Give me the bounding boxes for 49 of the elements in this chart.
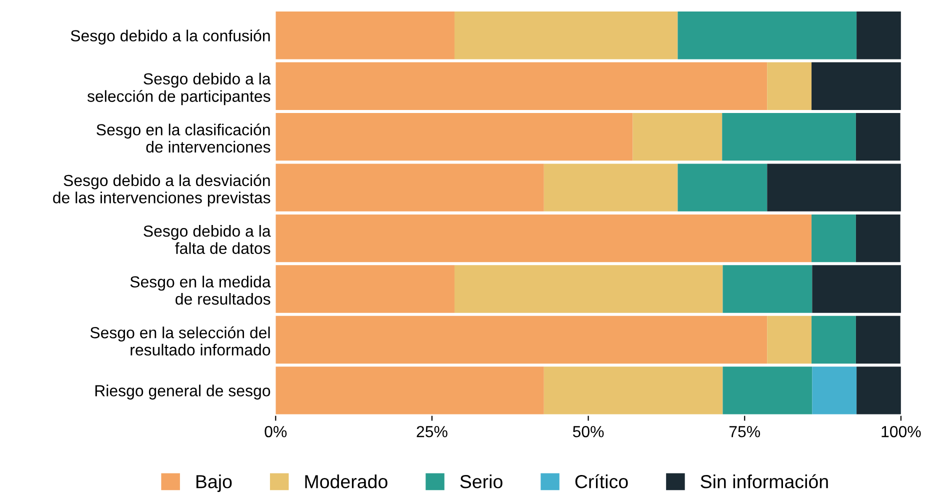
- bar: [767, 316, 812, 364]
- bar: [678, 164, 768, 212]
- legend-label: Serio: [460, 474, 502, 488]
- bar: [276, 214, 812, 262]
- bar: [722, 366, 812, 414]
- bar: [276, 316, 768, 364]
- bar: [276, 62, 768, 110]
- bar: [276, 112, 633, 161]
- bar: [856, 214, 900, 262]
- legend-label: Moderado: [305, 474, 388, 488]
- bar: [767, 164, 901, 212]
- bar: [812, 316, 856, 364]
- bar: [812, 214, 856, 262]
- bar: [856, 12, 901, 60]
- bar: [722, 265, 812, 313]
- bar: [544, 366, 723, 414]
- legend-label: Crítico: [575, 474, 628, 488]
- bar: [632, 112, 722, 161]
- y-tick-label: Sesgo debido a la desviación de las intervenciones previstas: [53, 174, 270, 207]
- y-tick-label: Sesgo debido a la selección de participantes: [87, 72, 271, 106]
- x-tick-label: 25%: [416, 426, 448, 438]
- bar: [276, 164, 544, 212]
- bar: [276, 265, 454, 313]
- bar: [812, 366, 857, 414]
- bar: [276, 12, 454, 60]
- bar: [856, 366, 901, 414]
- y-tick-label: Sesgo en la medida de resultados: [130, 276, 271, 305]
- y-tick-label: Sesgo debido a la falta de datos: [144, 225, 271, 254]
- bar: [812, 265, 901, 313]
- x-tick-label: 75%: [729, 426, 760, 438]
- bar: [454, 12, 678, 60]
- bar: [722, 112, 856, 161]
- bar: [276, 366, 544, 414]
- x-tick-label: 0%: [264, 426, 287, 438]
- y-tick-label: Sesgo debido a la confusión: [70, 30, 270, 45]
- bar: [454, 265, 723, 313]
- bar: [856, 112, 900, 161]
- bar: [678, 12, 857, 60]
- x-tick-label: 50%: [572, 426, 604, 438]
- bar: [812, 62, 901, 110]
- x-tick-label: 100%: [882, 426, 921, 438]
- y-tick-label: Riesgo general de sesgo: [95, 384, 270, 400]
- legend-label: Bajo: [196, 474, 232, 492]
- y-tick-label: Sesgo en la clasificación de intervenciones: [96, 124, 270, 153]
- bar: [544, 164, 678, 212]
- bar: [767, 62, 812, 110]
- legend-label: Sin información: [700, 474, 828, 488]
- bar: [856, 316, 900, 364]
- y-tick-label: Sesgo en la selección del resultado informado: [90, 326, 270, 356]
